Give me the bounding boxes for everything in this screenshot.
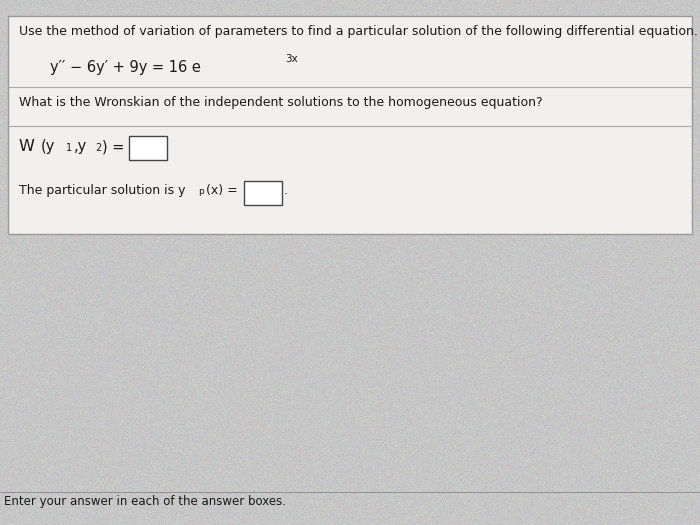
Text: .: . (284, 184, 288, 197)
Text: W: W (19, 139, 35, 154)
Text: The particular solution is y: The particular solution is y (19, 184, 186, 197)
Text: Enter your answer in each of the answer boxes.: Enter your answer in each of the answer … (4, 495, 286, 508)
FancyBboxPatch shape (129, 136, 167, 160)
Text: Use the method of variation of parameters to find a particular solution of the f: Use the method of variation of parameter… (19, 25, 698, 38)
Text: (x) =: (x) = (206, 184, 238, 197)
FancyBboxPatch shape (8, 16, 692, 234)
Text: p: p (198, 187, 204, 196)
Text: What is the Wronskian of the independent solutions to the homogeneous equation?: What is the Wronskian of the independent… (19, 96, 542, 109)
Text: 3x: 3x (285, 54, 298, 64)
FancyBboxPatch shape (244, 181, 282, 205)
Text: 2: 2 (95, 143, 101, 153)
Text: (y: (y (41, 139, 55, 154)
Text: 1: 1 (66, 143, 72, 153)
Text: ) =: ) = (102, 139, 125, 154)
Text: ,y: ,y (74, 139, 87, 154)
Text: y′′ − 6y′ + 9y = 16 e: y′′ − 6y′ + 9y = 16 e (50, 60, 202, 76)
